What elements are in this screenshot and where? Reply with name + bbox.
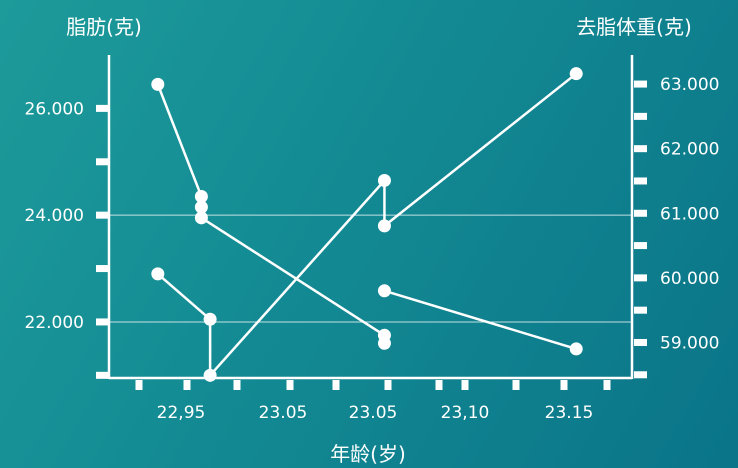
right-axis-tick: [634, 306, 647, 314]
x-axis-tick: [512, 380, 520, 390]
x-axis-tick: [183, 380, 191, 390]
right-tick-label: 60.000: [660, 269, 719, 289]
right-tick-label: 62.000: [660, 140, 719, 160]
x-axis-tick: [603, 380, 611, 390]
right-axis-tick: [634, 112, 647, 120]
x-tick-label: 23,10: [441, 403, 490, 423]
x-axis-tick: [461, 380, 469, 390]
data-point: [194, 189, 208, 203]
data-point: [151, 77, 165, 91]
x-axis-tick: [135, 380, 143, 390]
left-tick-label: 26.000: [25, 99, 84, 119]
right-tick-label: 61.000: [660, 204, 719, 224]
x-axis-tick: [233, 380, 241, 390]
data-points: [151, 67, 583, 382]
right-axis-tick: [634, 274, 647, 282]
data-point: [151, 267, 165, 281]
x-axis-title: 年龄(岁): [330, 442, 406, 466]
left-axis-title: 脂肪(克): [66, 15, 142, 39]
series-lines: [156, 72, 577, 377]
data-point: [377, 173, 391, 187]
right-tick-label: 63.000: [660, 75, 719, 95]
right-axis-tick: [634, 371, 647, 379]
x-axis-tick: [286, 380, 294, 390]
gridlines: [109, 214, 632, 323]
x-tick-label: 23.05: [349, 403, 398, 423]
data-point: [377, 219, 391, 233]
left-tick-label: 22.000: [25, 313, 84, 333]
data-point: [203, 312, 217, 326]
right-axis-tick: [634, 242, 647, 250]
left-axis-tick: [96, 211, 109, 219]
left-axis-tick: [96, 104, 109, 112]
x-tick-label: 22,95: [157, 403, 206, 423]
data-point: [569, 67, 583, 81]
data-point: [377, 284, 391, 298]
x-axis-tick: [384, 380, 392, 390]
right-axis-tick: [634, 209, 647, 217]
data-point: [194, 211, 208, 225]
data-point: [203, 368, 217, 382]
left-tick-label: 24.000: [25, 206, 84, 226]
data-point: [569, 342, 583, 356]
right-axis-tick: [634, 80, 647, 88]
x-tick-label: 23.05: [259, 403, 308, 423]
left-axis-tick: [96, 158, 109, 166]
data-point: [194, 200, 208, 214]
right-axis-tick: [634, 177, 647, 185]
tick-labels: 26.000 24.000 22.000 63.000 62.000 61.000 60.0…: [25, 75, 720, 423]
x-axis-tick: [435, 380, 443, 390]
axes: [107, 55, 634, 380]
right-axis-tick: [634, 145, 647, 153]
series-line: [384, 289, 577, 351]
data-point: [377, 336, 391, 350]
right-axis-tick: [634, 338, 647, 346]
right-tick-label: 59.000: [660, 333, 719, 353]
x-axis-tick: [560, 380, 568, 390]
x-tick-label: 23.15: [545, 403, 594, 423]
series-line: [156, 72, 577, 377]
right-axis-title: 去脂体重(克): [576, 15, 692, 39]
x-axis-tick: [332, 380, 340, 390]
tick-marks: [96, 80, 647, 390]
left-axis-tick: [96, 265, 109, 273]
left-axis-tick: [96, 318, 109, 326]
left-axis-tick: [96, 371, 109, 379]
